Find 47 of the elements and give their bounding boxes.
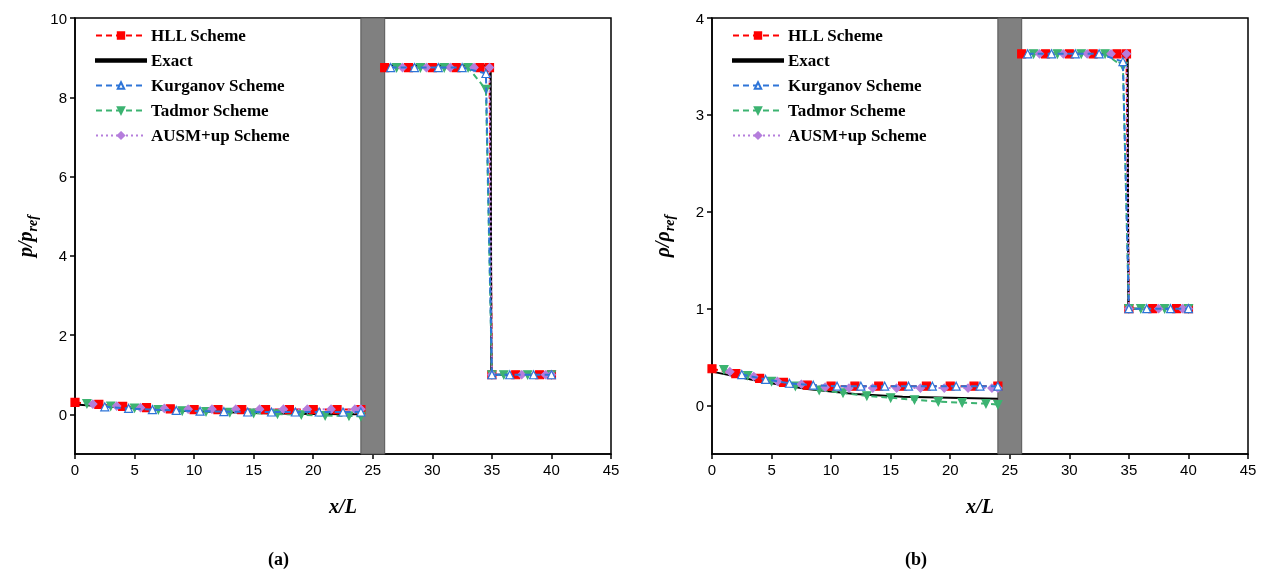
legend-label: Tadmor Scheme (788, 101, 907, 120)
y-axis-title: ρ/ρref (651, 213, 677, 259)
x-tick-label: 30 (423, 461, 441, 478)
y-tick-label: 0 (695, 397, 704, 415)
x-tick-label: 35 (1120, 461, 1138, 478)
legend-label: HLL Scheme (788, 26, 884, 45)
x-tick-label: 15 (245, 461, 263, 478)
x-tick-label: 45 (602, 461, 620, 478)
x-tick-label: 10 (185, 461, 203, 478)
y-tick-label: 2 (58, 326, 67, 344)
legend-label: HLL Scheme (151, 26, 247, 45)
x-axis-title: x/L (328, 495, 357, 517)
legend-label: Exact (788, 51, 830, 70)
legend-label: Kurganov Scheme (788, 76, 923, 95)
x-tick-label: 0 (707, 461, 717, 478)
legend-label: AUSM+up Scheme (151, 126, 291, 145)
x-tick-label: 25 (364, 461, 382, 478)
y-tick-label: 4 (58, 247, 67, 265)
x-tick-label: 5 (767, 461, 776, 478)
x-tick-label: 45 (1239, 461, 1257, 478)
x-tick-label: 40 (543, 461, 560, 478)
x-axis-title: x/L (965, 495, 994, 517)
x-tick-label: 15 (882, 461, 900, 478)
x-tick-label: 35 (483, 461, 501, 478)
x-tick-label: 10 (822, 461, 840, 478)
legend-label: Tadmor Scheme (151, 101, 270, 120)
x-tick-label: 40 (1180, 461, 1197, 478)
y-tick-label: 1 (695, 300, 704, 318)
legend-label: Kurganov Scheme (151, 76, 286, 95)
text: (a) (268, 549, 289, 570)
x-tick-label: 20 (941, 461, 959, 478)
y-tick-label: 8 (58, 88, 67, 106)
x-tick-label: 25 (1001, 461, 1019, 478)
legend-label: Exact (151, 51, 193, 70)
y-tick-label: 10 (50, 9, 67, 27)
text: (b) (905, 549, 927, 570)
y-tick-label: 6 (58, 168, 67, 186)
y-tick-label: 4 (695, 9, 704, 27)
y-axis-title: p/pref (14, 213, 40, 259)
x-tick-label: 5 (130, 461, 139, 478)
x-tick-label: 20 (304, 461, 322, 478)
legend-label: AUSM+up Scheme (788, 126, 928, 145)
y-tick-label: 0 (58, 405, 67, 423)
y-tick-label: 3 (695, 106, 704, 124)
x-tick-label: 30 (1060, 461, 1078, 478)
x-tick-label: 0 (70, 461, 80, 478)
y-tick-label: 2 (695, 203, 704, 221)
